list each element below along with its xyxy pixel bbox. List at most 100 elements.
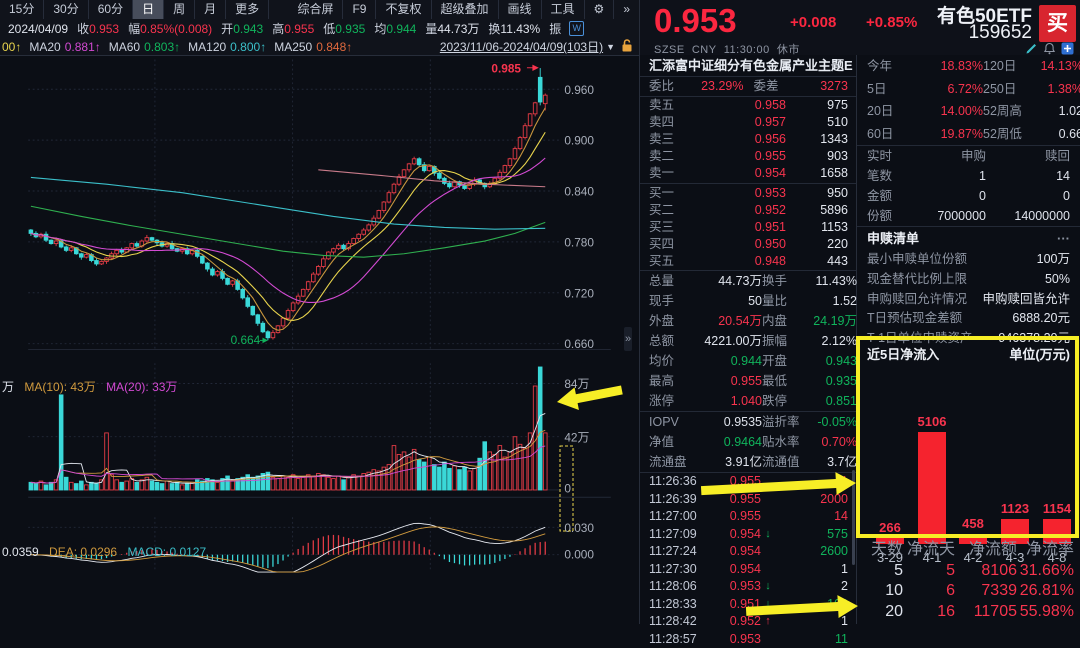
- tick-direction-icon: [761, 473, 775, 491]
- flow-table-header: 净流天: [903, 540, 955, 561]
- book-level-price: 0.948: [691, 253, 786, 270]
- toolbar-item-不复权[interactable]: 不复权: [376, 0, 431, 19]
- inflow-bar-value: 458: [945, 516, 1001, 531]
- toolbar-item-F9[interactable]: F9: [343, 0, 376, 19]
- quote-item-value: 44.73万: [437, 22, 479, 36]
- stat-label: 最低: [762, 372, 787, 390]
- book-level-volume: 1343: [786, 131, 848, 148]
- quote-item-value: 0.935: [335, 22, 365, 36]
- date-range-selector[interactable]: 2023/11/06-2024/04/09(103日): [440, 38, 603, 55]
- ma-item-label: MA250: [274, 40, 312, 54]
- more-ellipsis-icon[interactable]: ···: [1057, 227, 1070, 250]
- stat-label: 总额: [649, 332, 674, 350]
- price-change: +0.008: [790, 14, 836, 31]
- stat-label: 涨停: [649, 392, 674, 410]
- svg-text:0.030: 0.030: [564, 521, 594, 535]
- stat-value: 24.19万: [787, 312, 857, 330]
- book-separator: [640, 183, 856, 184]
- rt-header-row: 实时申购赎回: [857, 146, 1080, 166]
- tick-time: 11:26:36: [649, 473, 709, 491]
- buy-button[interactable]: 买: [1039, 5, 1076, 42]
- period-tab-周[interactable]: 周: [164, 0, 195, 19]
- tick-time: 11:28:57: [649, 631, 709, 648]
- stat-value: 3.7亿: [800, 453, 857, 471]
- toolbar-item-综合屏[interactable]: 综合屏: [288, 0, 343, 19]
- toolbar-more-icon[interactable]: »: [614, 0, 639, 19]
- perf-label: 60日: [867, 125, 893, 144]
- perf-value: 6.72%: [886, 80, 983, 99]
- scrollbar[interactable]: [852, 470, 855, 565]
- rt-row-label: 份额: [867, 206, 917, 226]
- stat-value: 2.12%: [787, 332, 857, 350]
- settings-gear-icon[interactable]: ⚙: [585, 0, 615, 19]
- rt-row-value: 0: [917, 186, 986, 206]
- collapse-handle-icon[interactable]: »: [624, 327, 632, 351]
- rt-row-value: 7000000: [917, 206, 986, 226]
- creation-row-value: 100万: [967, 250, 1070, 270]
- toolbar-item-工具[interactable]: 工具: [542, 0, 585, 19]
- period-tab-60分[interactable]: 60分: [89, 0, 133, 19]
- quote-item-均: 均0.944: [374, 20, 416, 37]
- period-tab-15分[interactable]: 15分: [0, 0, 44, 19]
- stat-溢折率: 溢折率-0.05%: [762, 413, 857, 431]
- book-level-volume: 220: [786, 236, 848, 253]
- macd-dif-value: 0.0359: [2, 545, 39, 559]
- period-tab-月[interactable]: 月: [195, 0, 226, 19]
- perf-label: 120日: [983, 57, 1016, 76]
- quote-item-开: 开0.943: [221, 20, 263, 37]
- candlestick-chart[interactable]: 0.9600.9000.8400.7800.7200.6600.9850.664…: [0, 55, 639, 624]
- stat-label: 流通盘: [649, 453, 687, 471]
- toolbar-item-画线[interactable]: 画线: [499, 0, 542, 19]
- stat-value: 0.943: [787, 352, 857, 370]
- stat-label: 贴水率: [762, 433, 800, 451]
- flow-table-cell: 8106: [955, 561, 1017, 582]
- ma-item-label: MA60: [109, 40, 140, 54]
- price-change-percent: +0.85%: [866, 14, 917, 31]
- creation-row-label: T日预估现金差额: [867, 309, 962, 329]
- unlock-icon[interactable]: [621, 39, 633, 55]
- macd-pane-header: 0.0359 DEA: 0.0296 MACD: 0.0127: [2, 545, 206, 559]
- period-tab-日[interactable]: 日: [133, 0, 164, 19]
- stat-value: 44.73万: [674, 272, 762, 290]
- toolbar-item-超级叠加[interactable]: 超级叠加: [432, 0, 499, 19]
- period-tab-30分[interactable]: 30分: [44, 0, 88, 19]
- quote-item-value: 0.953: [89, 22, 119, 36]
- indicator-doc-icon[interactable]: W: [569, 21, 584, 36]
- period-tab-更多[interactable]: 更多: [226, 0, 269, 19]
- rt-row-value: 14: [986, 166, 1070, 186]
- tick-direction-icon: ↓: [761, 526, 775, 544]
- flow-table-cell: 6: [903, 581, 955, 602]
- quote-item-换: 换11.43%: [488, 20, 540, 37]
- book-level-label: 卖三: [649, 131, 691, 148]
- chevron-down-icon[interactable]: ▼: [606, 42, 615, 52]
- perf-label: 250日: [983, 80, 1016, 99]
- book-level-volume: 510: [786, 114, 848, 131]
